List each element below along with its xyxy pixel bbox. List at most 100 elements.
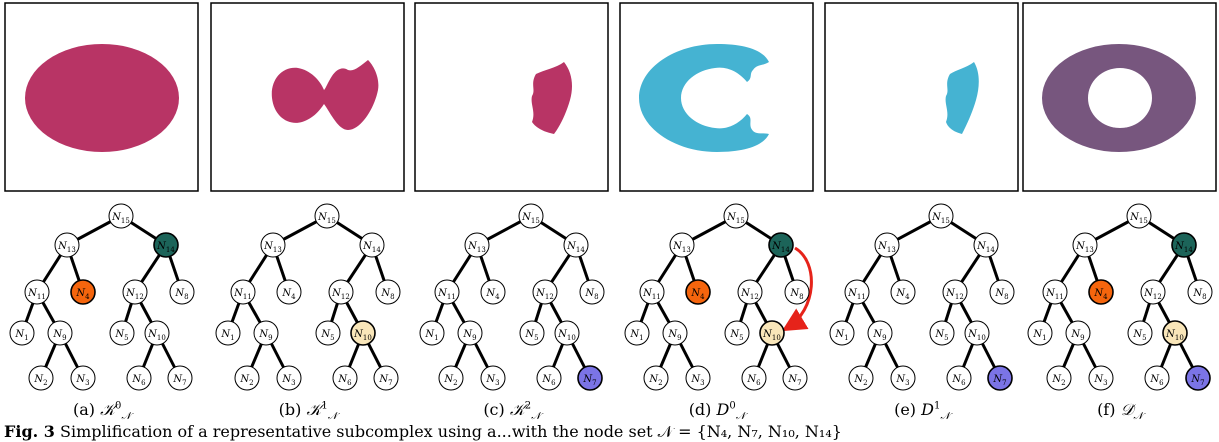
tree-node-label: N8 — [174, 288, 188, 301]
tree-node-label: N3 — [281, 374, 295, 387]
caption-superscript: 1 — [933, 400, 941, 412]
tree-node-label: N13 — [263, 241, 282, 254]
tree-node-n4 — [480, 279, 506, 305]
tree-node-n12 — [737, 279, 763, 305]
subfigure-panel: N15 N13 N14 N11 N4 N12 N8 N1 N9 N5 N10 N2 N3 N6 N7 (b) … — [210, 0, 406, 441]
caption-subscript: 𝒩 — [735, 411, 746, 423]
tree-node-n4 — [276, 279, 302, 305]
tree-node-label: N10 — [967, 329, 986, 342]
tree-node-n7 — [373, 365, 399, 391]
tree-node-label: N6 — [951, 374, 966, 387]
caption-label: (e) — [894, 400, 922, 419]
tree-node-label: N5 — [729, 329, 743, 342]
tree-node-n13 — [54, 232, 80, 258]
tree-node-n6 — [741, 365, 767, 391]
tree-node-label: N14 — [771, 241, 790, 254]
tree-node-label: N4 — [75, 288, 90, 301]
tree-node-n13 — [874, 232, 900, 258]
tree-node-n9 — [457, 320, 483, 346]
tree-node-label: N11 — [233, 288, 252, 301]
tree-node-label: N6 — [746, 374, 761, 387]
tree-node-n7 — [577, 365, 603, 391]
tree-node-n1 — [624, 320, 650, 346]
tree-node-label: N4 — [690, 288, 705, 301]
tree-node-n6 — [1144, 365, 1170, 391]
tree-node-label: N14 — [566, 241, 585, 254]
tree-node-label: N9 — [667, 329, 681, 342]
tree-node-label: N7 — [172, 374, 186, 387]
tree-node-label: N10 — [557, 329, 576, 342]
caption-label: (f) — [1097, 400, 1121, 419]
tree-node-label: N15 — [521, 212, 540, 225]
tree-node-label: N3 — [485, 374, 499, 387]
caption-subscript: 𝒩 — [1133, 411, 1143, 423]
tree-node-n15 — [723, 203, 749, 229]
tree-node-n14 — [359, 232, 385, 258]
tree-node-n7 — [1185, 365, 1211, 391]
subfigure-caption: (a) 𝒦0𝒩 — [4, 400, 200, 422]
caption-symbol: D — [716, 400, 730, 419]
tree-node-label: N5 — [524, 329, 538, 342]
tree-node-label: N2 — [443, 374, 457, 387]
tree-node-label: N3 — [690, 374, 704, 387]
tree-node-label: N11 — [1045, 288, 1064, 301]
tree-node-n9 — [253, 320, 279, 346]
tree-node-label: N5 — [934, 329, 948, 342]
tree-node-n5 — [109, 320, 135, 346]
caption-symbol: 𝒦 — [100, 400, 115, 419]
ellipse-region — [25, 44, 179, 152]
tree-node-n7 — [782, 365, 808, 391]
caption-symbol: 𝒦 — [306, 400, 322, 419]
subfigure-panel: N15 N13 N14 N11 N4 N12 N8 N1 N9 N5 N10 N2 N3 N6 N7 (a) … — [4, 0, 200, 441]
tree-node-n7 — [167, 365, 193, 391]
tree-node-n3 — [685, 365, 711, 391]
figure-caption-text: Simplification of a representative subco… — [60, 422, 842, 441]
tree-node-label: N9 — [872, 329, 886, 342]
red-arrow — [781, 246, 813, 332]
tree-node-n11 — [1042, 279, 1068, 305]
tree-node-label: N7 — [378, 374, 392, 387]
tree-node-n4 — [890, 279, 916, 305]
tree-node-n3 — [70, 365, 96, 391]
tree-node-label: N3 — [895, 374, 909, 387]
tree-node-n11 — [230, 279, 256, 305]
tree-node-label: N7 — [787, 374, 801, 387]
tree-node-n10 — [144, 320, 170, 346]
tree-node-label: N12 — [740, 288, 759, 301]
tree-node-label: N4 — [1093, 288, 1108, 301]
tree-node-label: N4 — [281, 288, 296, 301]
tree-node-n14 — [973, 232, 999, 258]
tree-node-label: N11 — [847, 288, 866, 301]
tree-node-n12 — [1140, 279, 1166, 305]
tree-node-n6 — [126, 365, 152, 391]
tree-node-label: N2 — [648, 374, 662, 387]
tree-node-n10 — [759, 320, 785, 346]
tree-node-n12 — [532, 279, 558, 305]
tree-node-label: N12 — [1143, 288, 1162, 301]
caption-superscript: 0 — [115, 400, 122, 412]
tree-node-n5 — [519, 320, 545, 346]
figure-footer: Fig. 3 Simplification of a representativ… — [4, 422, 842, 442]
tree-node-label: N15 — [317, 212, 336, 225]
tree-node-label: N10 — [147, 329, 166, 342]
tree-node-label: N8 — [789, 288, 803, 301]
tree-node-n2 — [28, 365, 54, 391]
caption-superscript: 1 — [321, 400, 328, 412]
tree-node-n9 — [1065, 320, 1091, 346]
subfigure-graphic: N15 N13 N14 N11 N4 N12 N8 N1 N9 N5 N10 N2 N3 N6 N7 — [414, 2, 609, 391]
tree-node-label: N13 — [467, 241, 486, 254]
tree-node-n3 — [1088, 365, 1114, 391]
tree-node-label: N9 — [258, 329, 272, 342]
tree-node-n10 — [964, 320, 990, 346]
tree-node-n8 — [375, 279, 401, 305]
tree-node-n1 — [215, 320, 241, 346]
caption-superscript: 0 — [729, 400, 736, 412]
tree-node-label: N3 — [75, 374, 89, 387]
figure-label: Fig. 3 — [4, 422, 55, 441]
tree-node-n15 — [518, 203, 544, 229]
tree-node-label: N14 — [1174, 241, 1193, 254]
subfigure-panel: N15 N13 N14 N11 N4 N12 N8 N1 N9 N5 N10 N2 N3 N6 N7 (c) … — [414, 0, 610, 441]
tree-node-n13 — [669, 232, 695, 258]
caption-label: (c) — [483, 400, 510, 419]
small-region — [531, 62, 572, 134]
